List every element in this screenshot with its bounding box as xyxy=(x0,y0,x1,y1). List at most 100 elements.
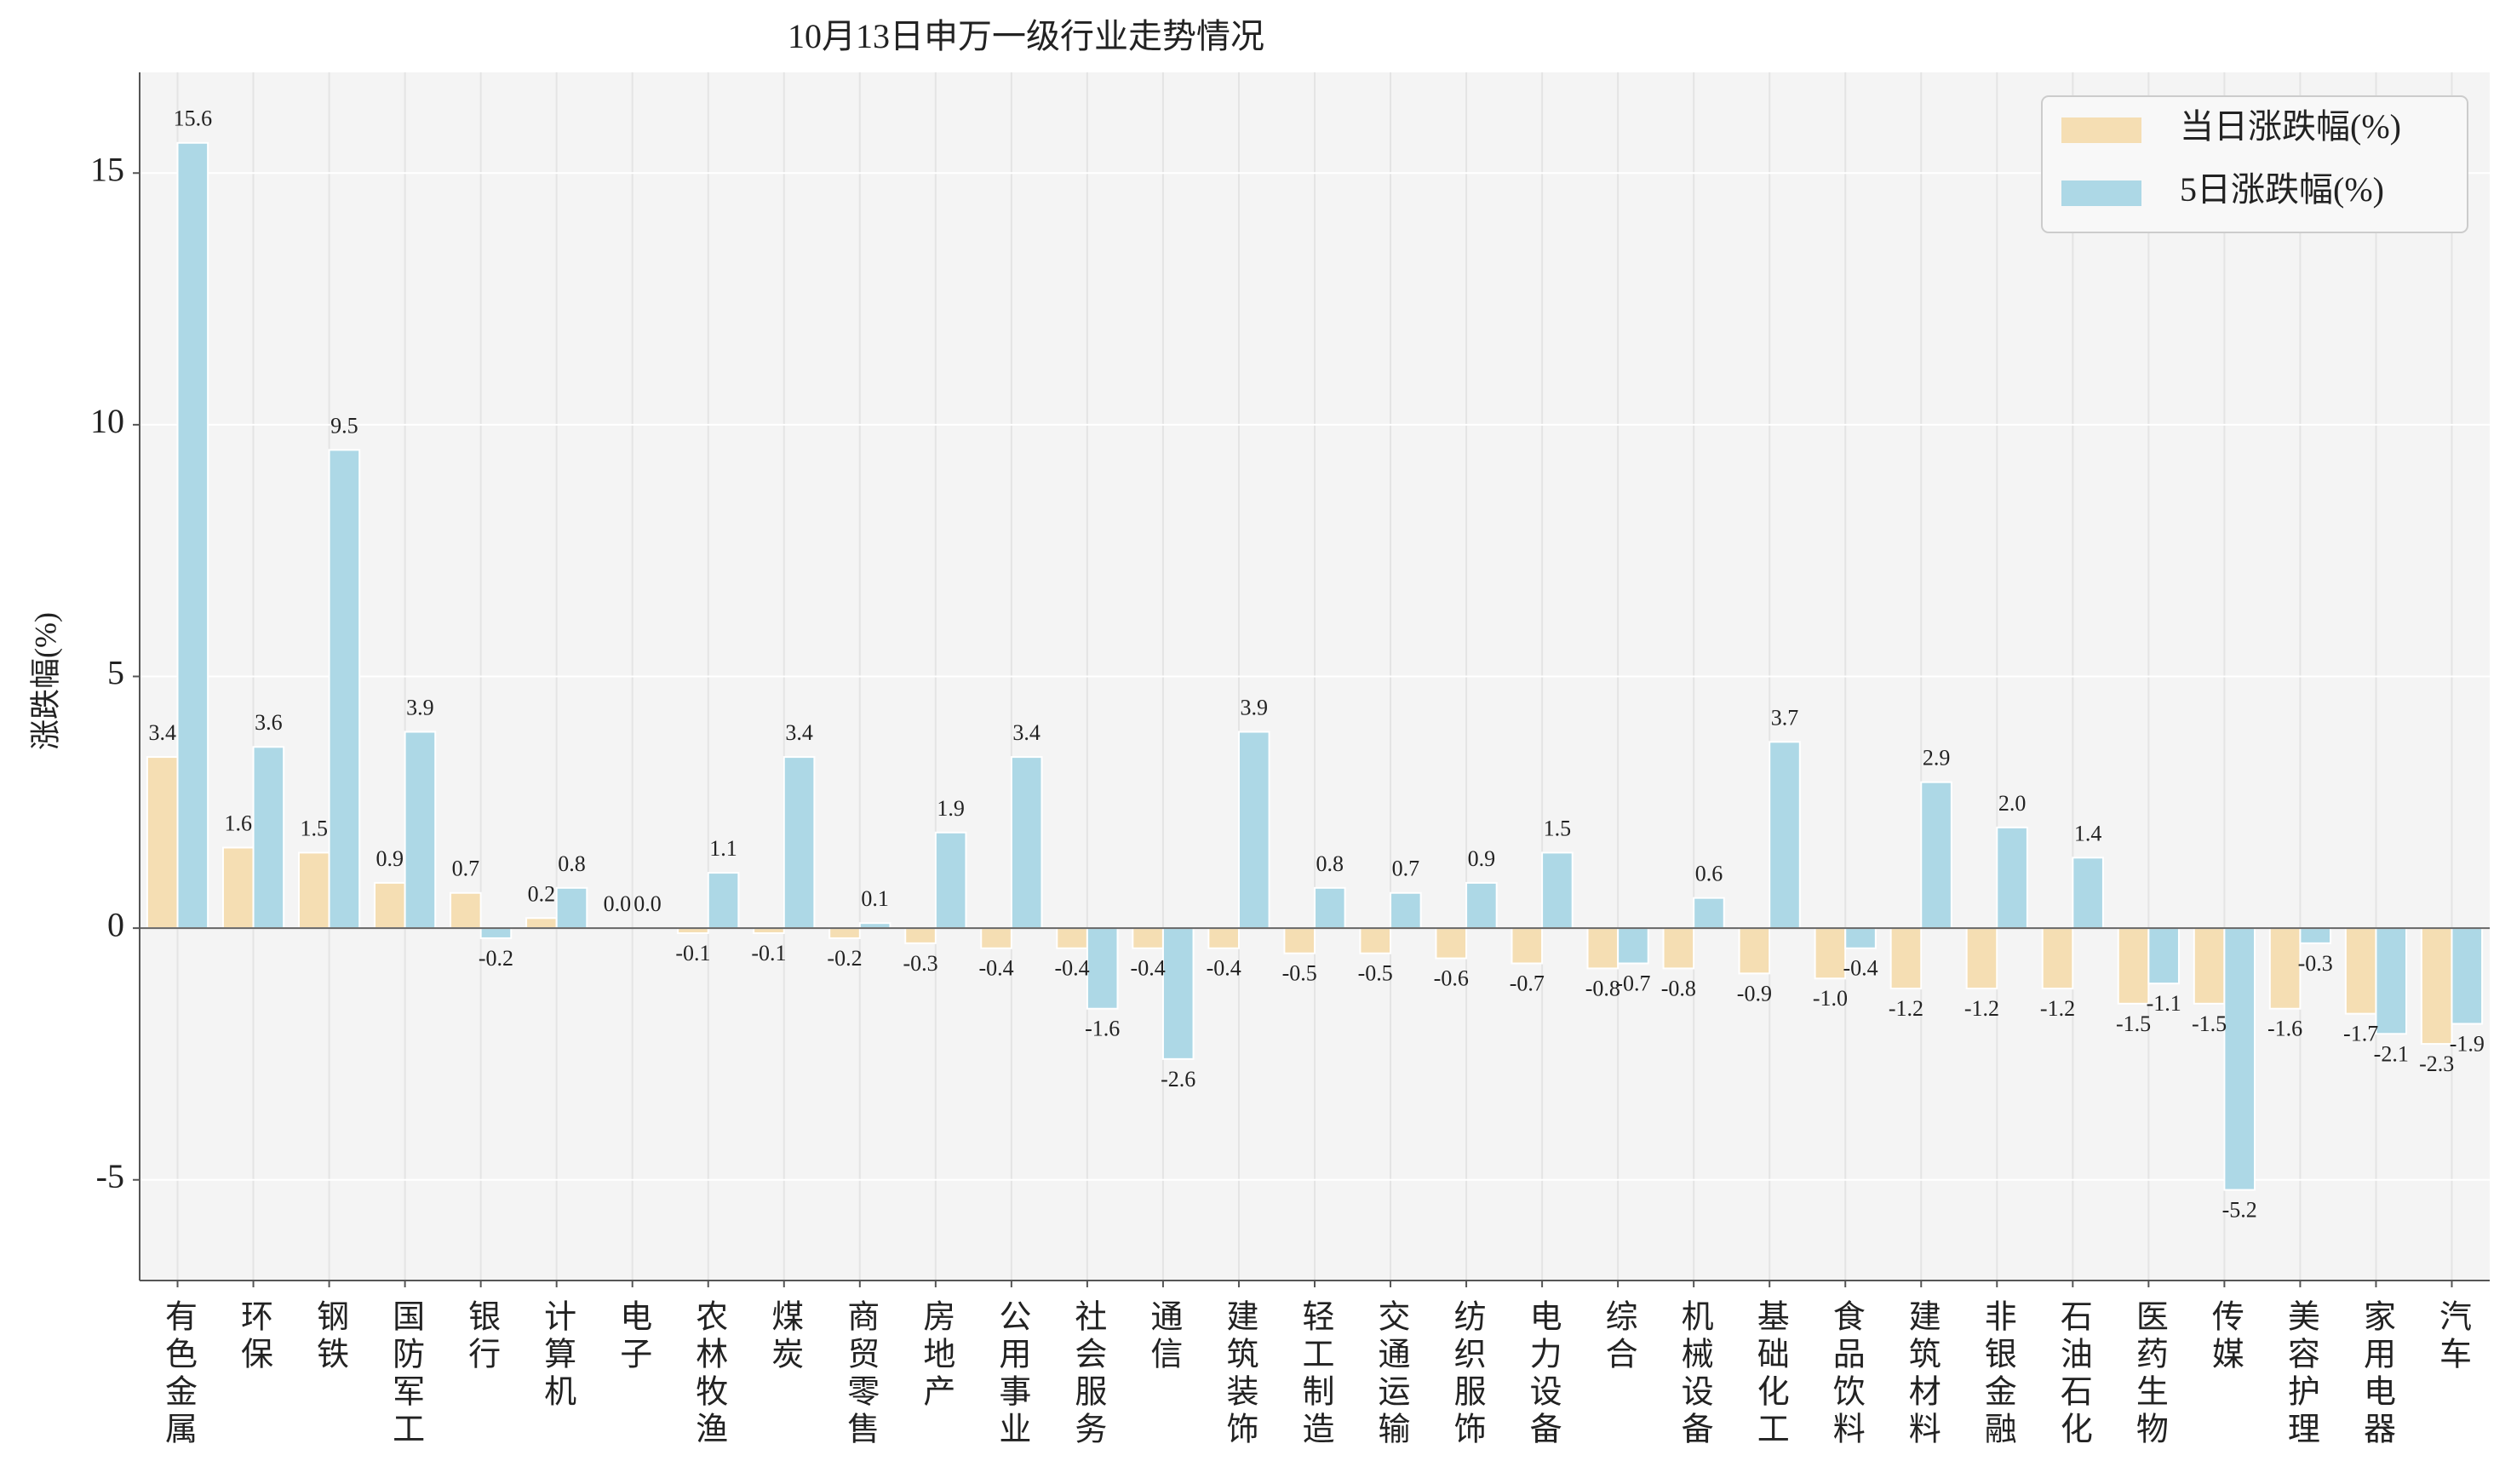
y-tick-label: -5 xyxy=(96,1157,124,1195)
value-label: -0.2 xyxy=(479,946,513,971)
value-label: 1.5 xyxy=(301,816,329,840)
x-tick-label: 基础化工 xyxy=(1751,1299,1788,1449)
x-tick-label: 汽车 xyxy=(2434,1299,2470,1374)
bar xyxy=(1010,756,1043,930)
x-tick-label: 美容护理 xyxy=(2282,1299,2319,1449)
value-label: -0.5 xyxy=(1282,961,1317,986)
bar xyxy=(1996,826,2028,930)
value-label: -0.7 xyxy=(1615,971,1650,995)
value-label: 9.5 xyxy=(330,413,358,438)
value-label: 0.2 xyxy=(528,881,556,906)
x-tick-label: 纺织服饰 xyxy=(1448,1299,1485,1449)
bar xyxy=(1086,927,1119,1010)
bar xyxy=(1738,927,1771,975)
bar xyxy=(404,731,437,930)
value-label: -0.3 xyxy=(2298,951,2333,976)
x-tick-label: 医药生物 xyxy=(2130,1299,2167,1449)
x-tick-label: 建筑装饰 xyxy=(1221,1299,1258,1449)
bar xyxy=(2299,927,2332,944)
bar xyxy=(1586,927,1620,970)
bar xyxy=(555,886,588,930)
labels: 有色金属 环保 钢铁 国防军工 银行 计算机 电子 农林牧渔 煤炭 商贸零售 房地产 公用事业 社会服务… xyxy=(90,106,2490,1449)
value-label: -1.5 xyxy=(2192,1011,2227,1036)
bar xyxy=(1662,927,1695,970)
bar xyxy=(2223,927,2256,1191)
bar xyxy=(2147,927,2180,985)
value-label: 2.9 xyxy=(1923,746,1951,771)
bar xyxy=(2193,927,2226,1005)
x-tick-label: 有色金属 xyxy=(160,1299,197,1449)
bar xyxy=(221,846,255,930)
value-label: 3.6 xyxy=(255,710,283,735)
legend-swatch xyxy=(2061,117,2141,143)
x-tick-label: 综合 xyxy=(1600,1299,1637,1374)
bar xyxy=(980,927,1012,949)
value-label: -2.6 xyxy=(1161,1067,1195,1092)
value-label: 1.5 xyxy=(1544,816,1572,840)
value-label: 0.0 xyxy=(633,891,662,916)
value-label: 1.6 xyxy=(224,811,252,835)
value-label: 0.7 xyxy=(452,857,480,881)
value-label: 0.0 xyxy=(604,891,632,916)
x-tick-label: 环保 xyxy=(236,1299,273,1374)
value-label: -0.2 xyxy=(827,946,862,971)
value-label: 3.9 xyxy=(406,696,434,720)
chart-title: 10月13日申万一级行业走势情况 xyxy=(788,17,1264,55)
value-label: -1.9 xyxy=(2450,1031,2485,1056)
value-label: 0.7 xyxy=(1392,857,1420,881)
bar xyxy=(2451,927,2484,1025)
value-label: 0.1 xyxy=(861,886,889,911)
value-label: -0.4 xyxy=(1207,956,1241,981)
value-label: -1.2 xyxy=(1964,996,1999,1021)
x-tick-label: 食品饮料 xyxy=(1827,1299,1865,1449)
bar xyxy=(2344,927,2377,1015)
y-tick-label: 15 xyxy=(90,150,124,188)
bar xyxy=(2268,927,2302,1010)
bar xyxy=(1844,927,1877,949)
value-label: -1.5 xyxy=(2116,1011,2151,1036)
bar xyxy=(934,831,967,930)
x-tick-label: 电子 xyxy=(615,1299,651,1374)
bar xyxy=(2041,927,2074,990)
bar xyxy=(2375,927,2408,1035)
value-label: -0.4 xyxy=(1131,956,1166,981)
x-tick-label: 房地产 xyxy=(918,1299,955,1412)
x-tick-label: 农林牧渔 xyxy=(691,1299,727,1449)
bar xyxy=(176,141,209,930)
value-label: -0.5 xyxy=(1358,961,1393,986)
x-tick-label: 通信 xyxy=(1145,1299,1182,1374)
x-tick-label: 传媒 xyxy=(2206,1299,2244,1374)
value-label: 3.4 xyxy=(785,720,813,745)
y-axis-label: 涨跌幅(%) xyxy=(28,612,62,750)
bar xyxy=(904,927,937,944)
bar xyxy=(479,927,513,939)
x-tick-label: 机械设备 xyxy=(1676,1299,1712,1449)
bar xyxy=(252,746,285,930)
legend-box xyxy=(2041,95,2468,233)
bar xyxy=(1617,927,1649,965)
value-label: -1.6 xyxy=(2267,1017,2302,1041)
value-label: -1.6 xyxy=(1085,1017,1120,1041)
bar xyxy=(2117,927,2150,1005)
value-label: -1.2 xyxy=(1889,996,1923,1021)
bar xyxy=(1511,927,1544,965)
bar xyxy=(1132,927,1164,949)
x-tick-label: 非银金融 xyxy=(1979,1299,2015,1449)
x-tick-label: 银行 xyxy=(463,1299,501,1374)
bar xyxy=(783,756,816,930)
value-label: -0.8 xyxy=(1585,976,1620,1000)
value-label: -0.6 xyxy=(1434,966,1469,991)
value-label: 3.7 xyxy=(1771,705,1799,730)
bar xyxy=(1920,781,1952,930)
value-label: -2.3 xyxy=(2419,1051,2454,1076)
x-tick-label: 国防军工 xyxy=(387,1299,424,1449)
bar xyxy=(1237,731,1270,930)
value-label: -0.7 xyxy=(1510,971,1545,995)
bar xyxy=(2420,927,2453,1046)
bar xyxy=(828,927,861,939)
value-label: -1.2 xyxy=(2040,996,2075,1021)
x-tick-label: 电力设备 xyxy=(1524,1299,1561,1449)
value-label: -0.1 xyxy=(675,941,710,965)
y-tick-label: 0 xyxy=(107,905,124,943)
bar xyxy=(1359,927,1392,954)
